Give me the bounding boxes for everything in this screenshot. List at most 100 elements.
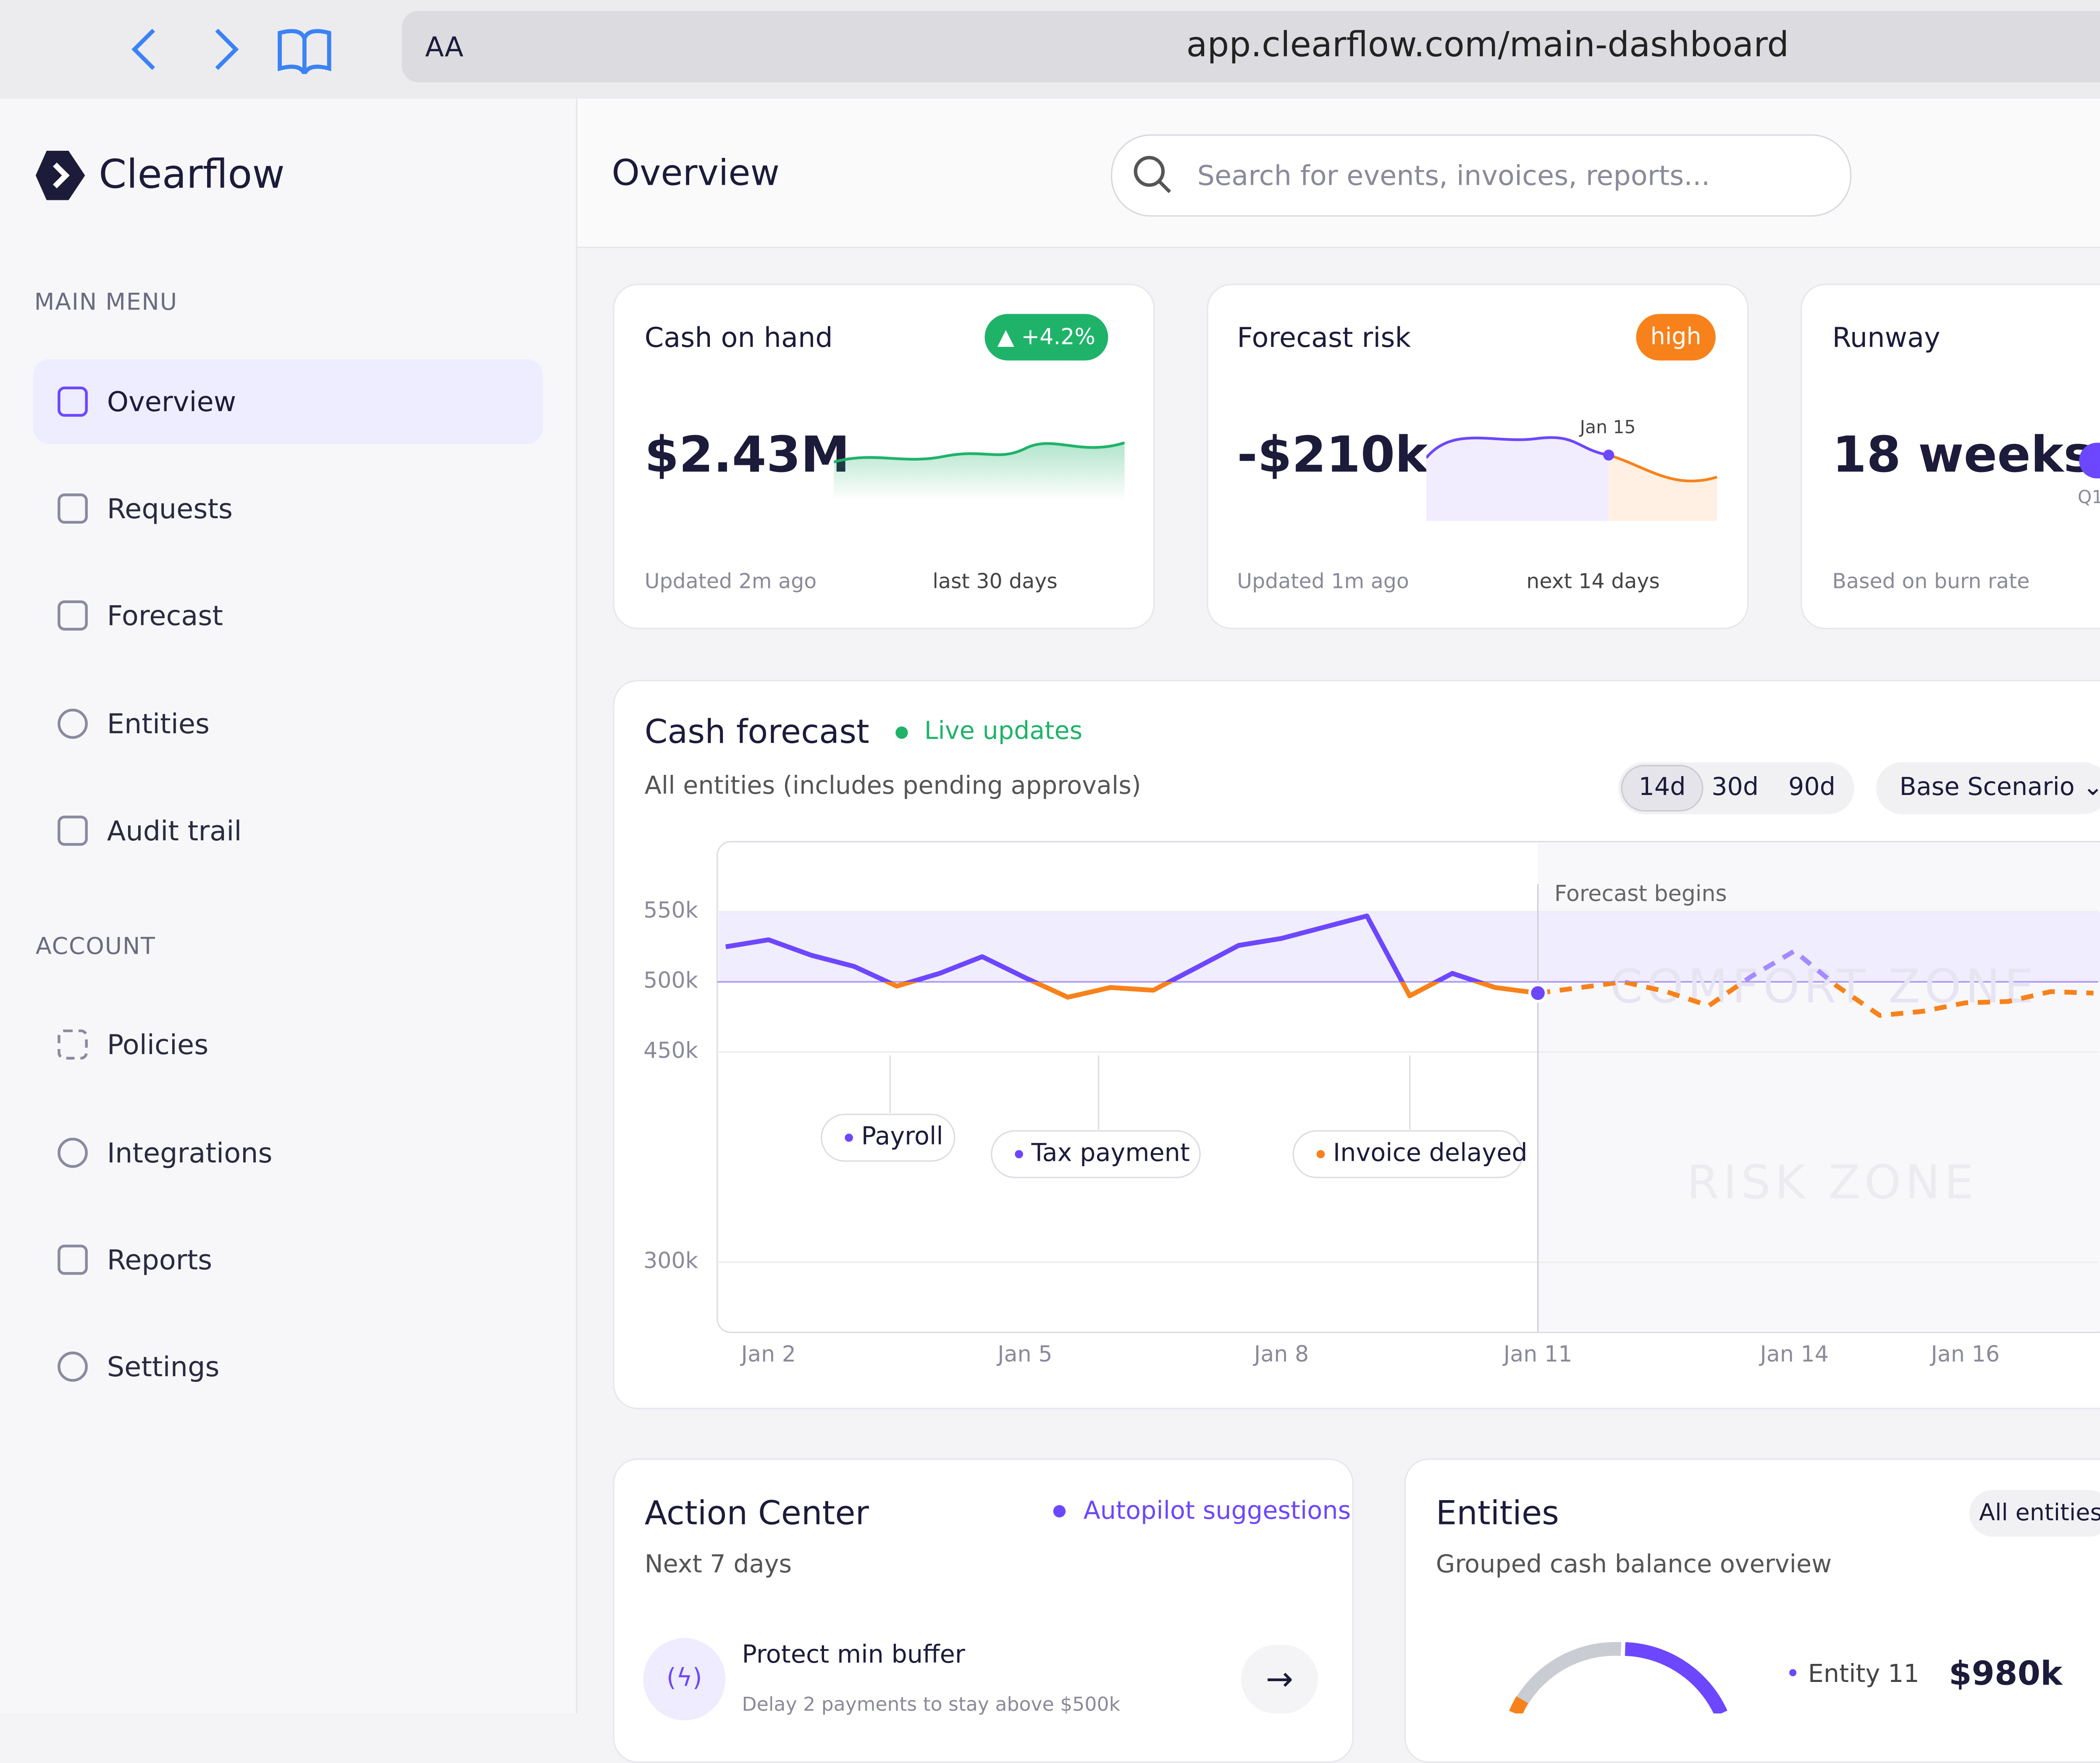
status: Live updates <box>924 717 1083 746</box>
kpi-card <box>1801 283 2100 630</box>
nav-label: Overview <box>107 385 236 418</box>
search-icon <box>1134 156 1171 193</box>
event-dot <box>1015 1150 1023 1159</box>
y-tick-label: 450k <box>643 1038 698 1063</box>
action-icon: (ϟ) <box>643 1638 726 1721</box>
y-tick-label: 300k <box>643 1249 698 1274</box>
badge-text: +4.2% <box>1021 323 1096 350</box>
range-button[interactable]: 30d <box>1712 773 1759 802</box>
scenario-select[interactable] <box>1876 762 2100 814</box>
event-pill <box>1292 1130 1523 1178</box>
event-label: Payroll <box>861 1121 943 1150</box>
event-dot <box>845 1133 853 1142</box>
action-item-title: Protect min buffer <box>742 1641 965 1670</box>
zone-label: RISK ZONE <box>1687 1156 1978 1210</box>
nav-label: Requests <box>107 492 233 525</box>
nav-item[interactable]: Entities <box>33 681 543 766</box>
x-tick-label: Jan 8 <box>1253 1342 1309 1367</box>
marker-label: Jan 15 <box>1580 418 1636 439</box>
event-label: Invoice delayed <box>1333 1138 1528 1167</box>
action-item-text: Delay 2 payments to stay above $500k <box>742 1694 1121 1716</box>
card-updated: Updated 1m ago <box>1237 569 1409 594</box>
nav-label: Reports <box>107 1243 213 1276</box>
nav-label: Audit trail <box>107 814 242 847</box>
legend-entry: • Entity 11 <box>1785 1660 1919 1689</box>
nav-item[interactable]: Overview <box>33 359 543 444</box>
event-dot <box>1316 1150 1325 1159</box>
x-tick-label: Jan 16 <box>1930 1342 2000 1367</box>
entities-filter[interactable]: All entities <box>1969 1490 2100 1537</box>
forecast-title: Cash forecast <box>644 713 869 751</box>
browser-buttons[interactable] <box>123 25 343 74</box>
card-title: Forecast risk <box>1237 320 1411 354</box>
action-card <box>613 1458 1354 1763</box>
nav-label: Integrations <box>107 1136 273 1170</box>
card-title: Runway <box>1832 320 1940 354</box>
search-placeholder: Search for events, invoices, reports... <box>1197 159 1710 192</box>
nav-item[interactable]: Reports <box>33 1217 543 1302</box>
nav-label: Settings <box>107 1350 220 1383</box>
nav-item[interactable]: Policies <box>33 1002 543 1087</box>
event-pill <box>821 1113 956 1162</box>
y-tick-label: 550k <box>643 898 698 923</box>
series-line <box>1537 948 2094 1018</box>
card-value: $2.43M <box>644 428 850 484</box>
card-updated: Based on burn rate <box>1832 569 2030 594</box>
status-dot <box>895 726 908 739</box>
x-tick-label: Jan 11 <box>1502 1342 1572 1367</box>
series-line <box>725 913 1538 1000</box>
logo <box>35 151 85 200</box>
badge: ▲ +4.2% <box>984 314 1108 361</box>
page-title: Overview <box>612 153 780 195</box>
range-button[interactable]: 90d <box>1788 773 1836 802</box>
legend-name: Entity 11 <box>1808 1660 1919 1689</box>
address-bar[interactable] <box>402 11 2100 82</box>
range-button[interactable]: 14d <box>1621 765 1704 812</box>
url[interactable]: app.clearflow.com/main-dashboard <box>1186 24 1789 65</box>
brand: Clearflow <box>99 151 285 198</box>
forecast-subtitle: All entities (includes pending approvals… <box>644 771 1141 801</box>
section-title: ACCOUNT <box>35 933 156 961</box>
text-size[interactable]: AA <box>425 30 464 63</box>
entities-title: Entities <box>1436 1494 1559 1533</box>
badge: high <box>1636 314 1716 361</box>
zone-label: COMFORT ZONE <box>1610 960 2038 1014</box>
action-tag[interactable]: Autopilot suggestions <box>1083 1497 1351 1526</box>
x-tick-label: Jan 14 <box>1759 1342 1829 1367</box>
sparkline <box>1426 436 1718 521</box>
x-tick-label: Jan 5 <box>996 1342 1052 1367</box>
nav-item[interactable]: Forecast <box>33 573 543 658</box>
nav-label: Entities <box>107 707 210 740</box>
nav-item[interactable]: Audit trail <box>33 788 543 873</box>
nav-label: Forecast <box>107 599 223 632</box>
tag-dot <box>1053 1505 1066 1518</box>
nav-item[interactable]: Requests <box>33 466 543 551</box>
event-label: Tax payment <box>1031 1138 1190 1167</box>
sparkline <box>834 441 1125 501</box>
section-title: MAIN MENU <box>34 289 178 317</box>
nav-label: Policies <box>107 1028 209 1061</box>
forecast-chart: 550k 500k 450k 300k Jan 2 Jan 5 Jan 8 Jan 11 Jan… <box>643 841 2100 1367</box>
y-tick-label: 500k <box>643 968 698 993</box>
forecast-start-point <box>1528 983 1548 1003</box>
x-tick-label: Jan 2 <box>740 1342 796 1367</box>
action-subtitle: Next 7 days <box>644 1550 792 1579</box>
card-updated: Updated 2m ago <box>644 569 817 594</box>
card-value: 18 weeks <box>1832 428 2093 484</box>
action-title: Action Center <box>644 1494 869 1533</box>
card-period: next 14 days <box>1526 569 1660 594</box>
event-pill <box>991 1130 1201 1178</box>
scenario-label: Base Scenario ⌄ <box>1899 773 2100 802</box>
annotation: Forecast begins <box>1554 881 1727 906</box>
nav-item[interactable]: Integrations <box>33 1110 543 1195</box>
entities-subtitle: Grouped cash balance overview <box>1436 1550 1832 1579</box>
scenario-text: Base Scenario <box>1899 773 2075 802</box>
card-title: Cash on hand <box>644 320 833 354</box>
legend-value: $980k <box>1948 1654 2063 1693</box>
marker-label: Q1 <box>2077 488 2100 509</box>
card-value: -$210k <box>1237 428 1428 484</box>
screen: AA app.clearflow.com/main-dashboard Clea… <box>33 11 2100 1763</box>
action-arrow[interactable]: → <box>1241 1645 1318 1713</box>
search-box[interactable] <box>1110 134 1852 217</box>
nav-item[interactable]: Settings <box>33 1324 543 1409</box>
